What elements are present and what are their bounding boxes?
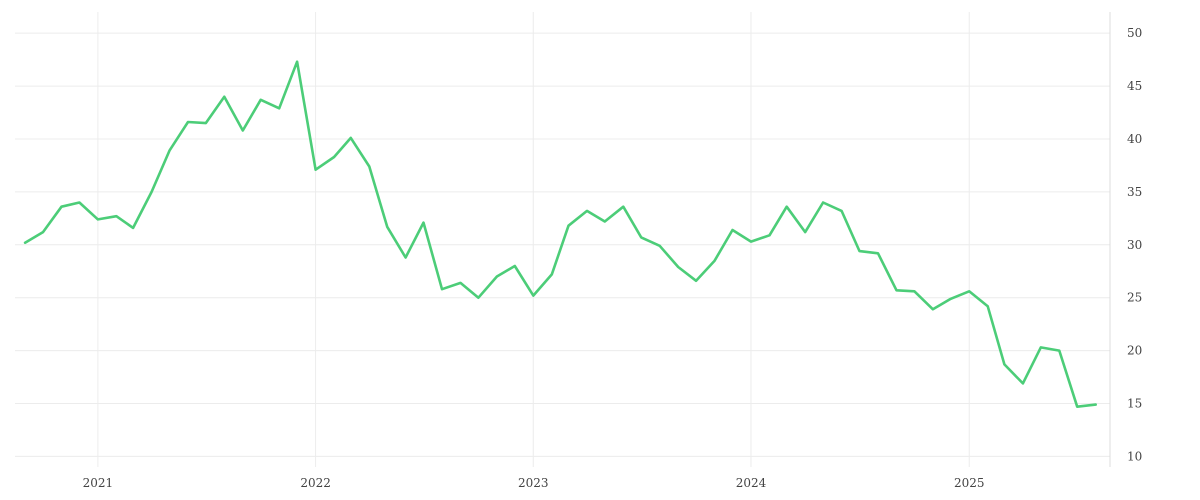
series-line — [23, 60, 1097, 409]
y-tick-label: 10 — [1127, 449, 1142, 463]
y-tick-label: 25 — [1127, 291, 1142, 305]
y-tick-label: 30 — [1127, 238, 1142, 252]
x-tick-label: 2021 — [83, 476, 114, 490]
y-tick-label: 50 — [1127, 26, 1142, 40]
y-tick-label: 15 — [1127, 397, 1142, 411]
x-tick-label: 2024 — [736, 476, 767, 490]
y-tick-label: 45 — [1127, 79, 1142, 93]
x-tick-label: 2022 — [300, 476, 331, 490]
x-tick-label: 2025 — [954, 476, 985, 490]
y-tick-label: 20 — [1127, 344, 1142, 358]
y-tick-label: 40 — [1127, 132, 1142, 146]
y-tick-label: 35 — [1127, 185, 1142, 199]
x-tick-label: 2023 — [518, 476, 549, 490]
